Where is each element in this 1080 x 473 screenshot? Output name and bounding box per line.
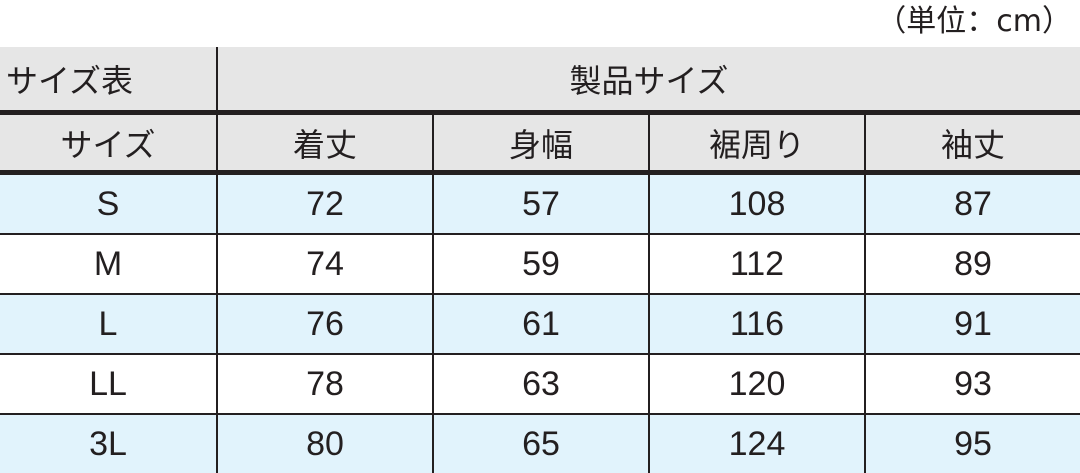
cell: 95 xyxy=(865,414,1080,473)
table-row: 3L 80 65 124 95 xyxy=(0,414,1080,473)
cell: 89 xyxy=(865,234,1080,295)
unit-note: （単位：cm） xyxy=(876,4,1072,39)
column-header-hem: 裾周り xyxy=(649,112,866,175)
cell: 65 xyxy=(433,414,650,473)
cell: 78 xyxy=(217,354,434,415)
cell: 87 xyxy=(865,172,1080,235)
size-table: サイズ表 製品サイズ サイズ 着丈 身幅 裾周り 袖丈 S 72 57 108 … xyxy=(0,47,1080,473)
cell: M xyxy=(0,234,218,295)
cell: S xyxy=(0,172,218,235)
product-size-header: 製品サイズ xyxy=(217,47,1080,115)
cell: 74 xyxy=(217,234,434,295)
table-row: M 74 59 112 89 xyxy=(0,234,1080,295)
table-row: LL 78 63 120 93 xyxy=(0,354,1080,415)
cell: 108 xyxy=(649,172,866,235)
cell: L xyxy=(0,294,218,355)
size-table-title: サイズ表 xyxy=(0,47,218,115)
cell: 61 xyxy=(433,294,650,355)
cell: 57 xyxy=(433,172,650,235)
column-header-length: 着丈 xyxy=(217,112,434,175)
table-row: S 72 57 108 87 xyxy=(0,172,1080,235)
column-header-sleeve: 袖丈 xyxy=(865,112,1080,175)
cell: 80 xyxy=(217,414,434,473)
cell: 3L xyxy=(0,414,218,473)
cell: 93 xyxy=(865,354,1080,415)
cell: 91 xyxy=(865,294,1080,355)
column-header-chest-width: 身幅 xyxy=(433,112,650,175)
cell: 72 xyxy=(217,172,434,235)
cell: 63 xyxy=(433,354,650,415)
cell: LL xyxy=(0,354,218,415)
cell: 59 xyxy=(433,234,650,295)
cell: 124 xyxy=(649,414,866,473)
table-row: L 76 61 116 91 xyxy=(0,294,1080,355)
cell: 112 xyxy=(649,234,866,295)
cell: 120 xyxy=(649,354,866,415)
cell: 76 xyxy=(217,294,434,355)
cell: 116 xyxy=(649,294,866,355)
column-header-size: サイズ xyxy=(0,112,218,175)
